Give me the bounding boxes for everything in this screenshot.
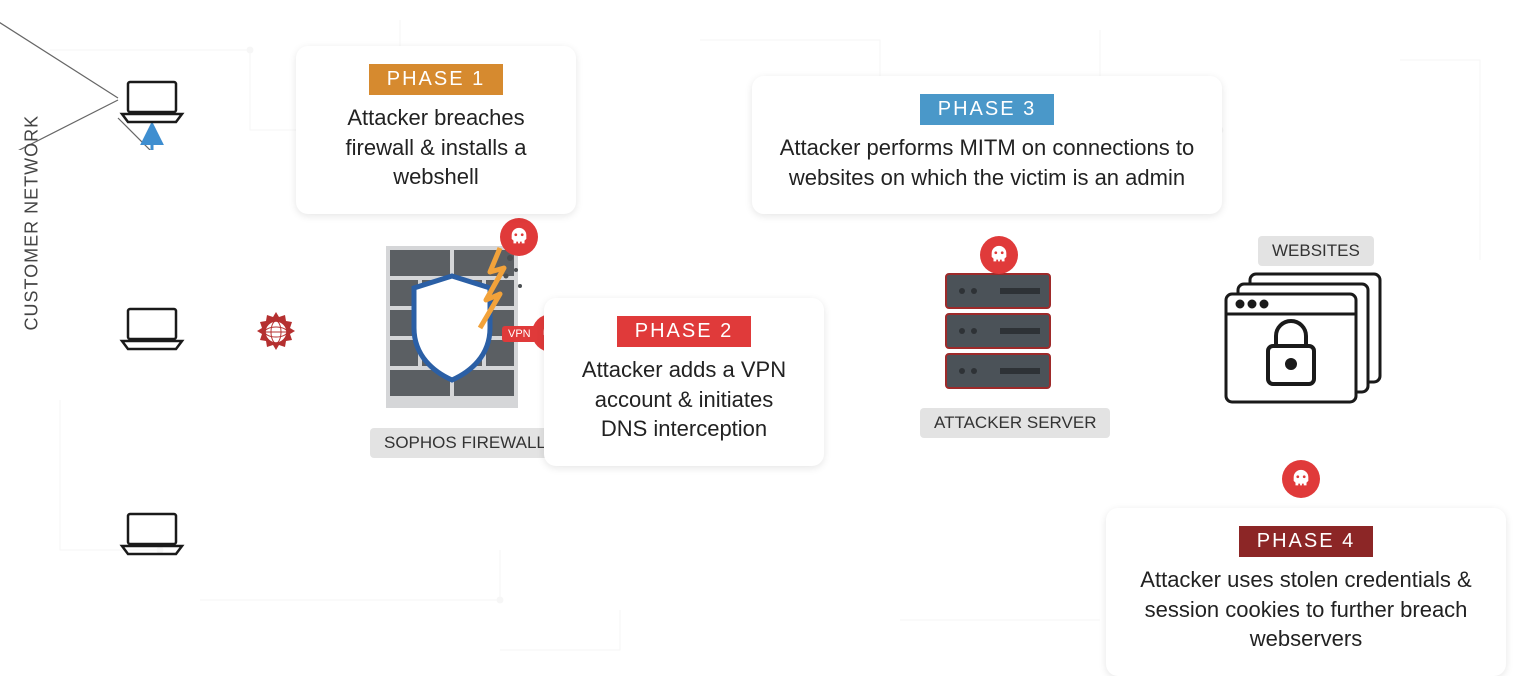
network-spokes — [0, 0, 300, 150]
skull-icon — [1282, 460, 1320, 498]
laptop-icon — [118, 78, 186, 124]
attacker-server-icon — [940, 268, 1056, 403]
phase-3-desc: Attacker performs MITM on connections to… — [778, 133, 1196, 192]
phase-2-badge: PHASE 2 — [617, 316, 751, 347]
skull-icon — [500, 218, 538, 256]
websites-icon — [1218, 268, 1388, 413]
attacker-server-label: ATTACKER SERVER — [920, 408, 1110, 438]
phase-4-box: PHASE 4 Attacker uses stolen credentials… — [1106, 508, 1506, 676]
phase-3-badge: PHASE 3 — [920, 94, 1054, 125]
phase-1-badge: PHASE 1 — [369, 64, 503, 95]
laptop-icon — [118, 305, 186, 351]
phase-2-desc: Attacker adds a VPN account & initiates … — [570, 355, 798, 444]
phase-3-box: PHASE 3 Attacker performs MITM on connec… — [752, 76, 1222, 214]
sophos-firewall-icon — [382, 242, 522, 417]
flow-connectors — [0, 0, 300, 150]
skull-icon — [980, 236, 1018, 274]
gear-globe-icon — [252, 308, 300, 361]
phase-4-desc: Attacker uses stolen credentials & sessi… — [1132, 565, 1480, 654]
customer-network-label: CUSTOMER NETWORK — [22, 115, 43, 331]
laptop-icon — [118, 510, 186, 556]
websites-label: WEBSITES — [1258, 236, 1374, 266]
phase-1-box: PHASE 1 Attacker breaches firewall & ins… — [296, 46, 576, 214]
phase-2-box: PHASE 2 Attacker adds a VPN account & in… — [544, 298, 824, 466]
phase-1-desc: Attacker breaches firewall & installs a … — [322, 103, 550, 192]
phase-4-badge: PHASE 4 — [1239, 526, 1373, 557]
sophos-firewall-label: SOPHOS FIREWALL — [370, 428, 560, 458]
